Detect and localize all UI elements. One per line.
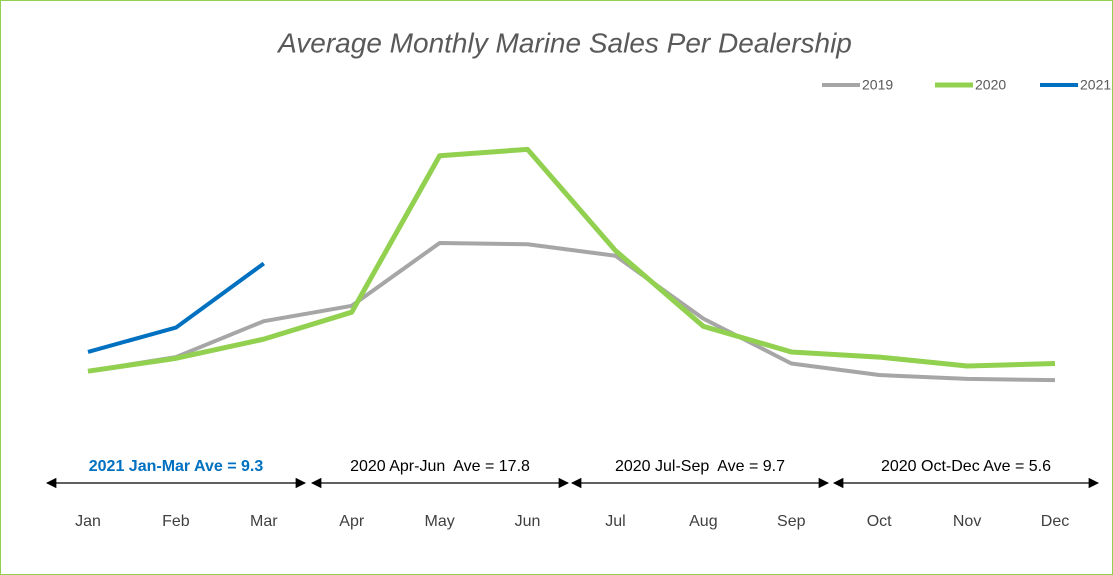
legend-label: 2021 (1080, 77, 1111, 93)
x-tick-label: Jan (75, 513, 101, 530)
x-tick-label: May (425, 513, 455, 530)
x-tick-label: Feb (162, 513, 190, 530)
series-line (87, 240, 1056, 383)
legend-label: 2020 (975, 77, 1006, 93)
legend-label: 2019 (862, 77, 893, 93)
x-tick-label: Apr (339, 513, 365, 530)
x-tick-label: Aug (689, 513, 717, 530)
series-line (87, 261, 265, 354)
annotation: 2020 Apr-Jun Ave = 17.8 (350, 458, 530, 475)
x-tick-label: Dec (1041, 513, 1069, 530)
x-tick-label: Oct (867, 513, 892, 530)
x-tick-label: Jun (515, 513, 541, 530)
x-tick-label: Jul (605, 513, 625, 530)
x-tick-label: Sep (777, 513, 806, 530)
annotation: 2021 Jan-Mar Ave = 9.3 (89, 458, 264, 475)
series-line (87, 146, 1056, 374)
annotation: 2020 Jul-Sep Ave = 9.7 (615, 458, 785, 475)
x-tick-label: Mar (250, 513, 278, 530)
chart-title: Average Monthly Marine Sales Per Dealers… (276, 27, 852, 58)
annotation: 2020 Oct-Dec Ave = 5.6 (881, 458, 1051, 475)
x-tick-label: Nov (953, 513, 981, 530)
